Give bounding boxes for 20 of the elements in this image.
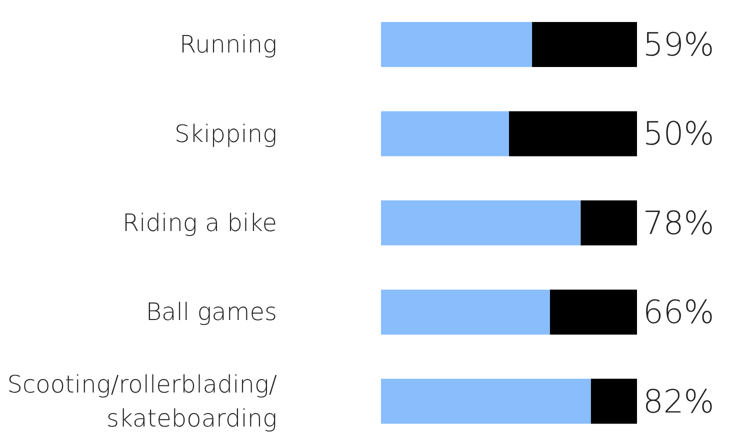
bar xyxy=(580,200,637,246)
y-tick-label: Skipping xyxy=(174,120,277,148)
bar xyxy=(532,22,637,67)
bar xyxy=(381,22,532,67)
data-label: 66% xyxy=(643,293,714,332)
data-label: 59% xyxy=(643,26,714,64)
y-tick-label: Ball games xyxy=(146,298,277,326)
bar xyxy=(509,111,637,156)
bar xyxy=(381,111,509,156)
bar xyxy=(550,290,637,335)
bar xyxy=(381,378,591,424)
bar xyxy=(590,378,637,424)
data-label: 82% xyxy=(643,382,714,420)
bar xyxy=(381,200,581,246)
data-label: 78% xyxy=(643,204,714,242)
data-label: 50% xyxy=(643,114,714,153)
y-tick-label: Running xyxy=(179,30,277,59)
y-tick-label: Riding a bike xyxy=(122,209,277,237)
y-tick-label: Scooting/rollerblading/ skateboarding xyxy=(7,370,277,432)
bar xyxy=(381,290,550,335)
